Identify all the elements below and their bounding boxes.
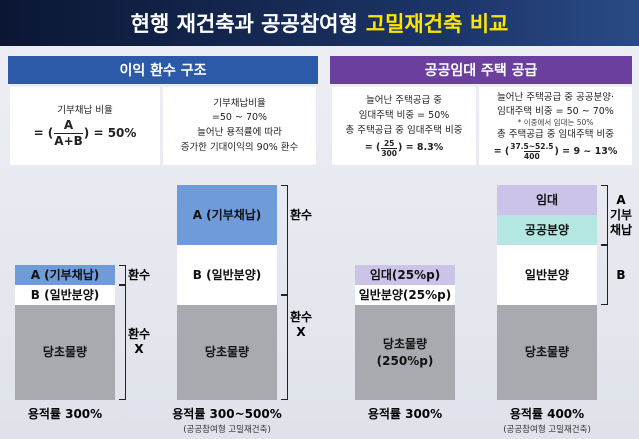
label-line: 환수: [127, 327, 151, 341]
label-line: 당초물량: [524, 345, 570, 360]
info-box: 늘어난 주택공급 중 임대주택 비중 = 50% 총 주택공급 중 임대주택 비…: [332, 87, 476, 165]
label-line: 채납: [609, 222, 633, 237]
numerator: 25: [383, 138, 395, 148]
stack-block: 당초물량: [497, 305, 597, 400]
denominator: 400: [524, 150, 540, 161]
box-line: 늘어난 주택공급 중 공공분양·: [497, 92, 614, 104]
panel-header: 이익 환수 구조: [8, 56, 318, 84]
label-line: B: [616, 267, 626, 282]
label-line: 일반분양(25%p): [358, 287, 452, 302]
bracket: [601, 185, 608, 245]
bracket-label: A 기부 채납: [609, 190, 633, 240]
bracket: [119, 265, 126, 285]
bracket-label: 환수: [127, 250, 151, 300]
denominator: A+B: [54, 132, 83, 148]
formula-suffix: ) = 50%: [83, 126, 137, 141]
label-line: B (일반분양): [192, 267, 262, 282]
box-line: =50 ~ 70%: [211, 112, 268, 124]
stack-block: A (기부채납): [177, 185, 277, 245]
box-line: 기부채납 비율: [57, 104, 113, 116]
denominator: 300: [381, 147, 397, 158]
formula: = ( A A+B ) = 50%: [34, 118, 137, 148]
box-line: 총 주택공급 중 임대주택 비중: [497, 129, 614, 141]
box-line: 늘어난 용적률에 따라: [197, 127, 282, 138]
label-line: (250%p): [376, 353, 434, 368]
label-line: 환수: [289, 310, 313, 324]
box-note: * 이중에서 임대는 50%: [517, 117, 594, 127]
label-line: X: [134, 342, 144, 356]
box-line: 늘어난 주택공급 중: [366, 95, 442, 107]
label-line: X: [296, 325, 306, 339]
label-line: 당초물량: [204, 345, 250, 360]
numerator: A: [63, 118, 74, 133]
box-line: 임대주택 비중 = 50%: [358, 110, 450, 122]
formula: = ( 37.5~52.5 400 ) = 9 ~ 13%: [494, 142, 618, 161]
label-line: 당초물량: [42, 345, 88, 360]
label-line: A (기부채납): [192, 207, 262, 222]
label-line: B (일반분양): [30, 287, 100, 302]
formula-prefix: = (: [33, 126, 54, 141]
formula-prefix: = (: [364, 141, 381, 153]
title: 현행 재건축과 공공참여형: [130, 12, 358, 36]
fraction: 25 300: [381, 139, 397, 158]
stack-block: A (기부채납): [15, 265, 115, 285]
bracket-label: 환수: [289, 190, 313, 240]
bracket-label: 환수 X: [127, 317, 151, 367]
caption: 용적률 300%: [27, 407, 103, 421]
box-line: 임대주택 비중 = 50 ~ 70%: [497, 105, 614, 117]
label-line: 임대: [535, 192, 559, 207]
title-highlight: 고밀재건축 비교: [365, 12, 509, 36]
stack-block: 당초물량 (250%p): [355, 305, 455, 400]
title-bar: 현행 재건축과 공공참여형 고밀재건축 비교: [0, 0, 639, 46]
stack-block: 당초물량: [15, 305, 115, 400]
caption-note: (공공참여형 고밀재건축): [503, 425, 591, 435]
stack-block: B (일반분양): [177, 245, 277, 305]
caption: 용적률 400%: [509, 407, 585, 421]
label-line: 환수: [127, 267, 151, 282]
stack-block: B (일반분양): [15, 285, 115, 305]
label-line: 기부: [609, 207, 633, 222]
label-line: A: [616, 192, 626, 207]
fraction: A A+B: [54, 118, 83, 148]
box-line: 증가한 기대이익의 90% 환수: [180, 141, 299, 153]
fraction: 37.5~52.5 400: [510, 142, 553, 161]
box-line: 총 주택공급 중 임대주택 비중: [345, 124, 463, 136]
label-line: 일반분양: [524, 267, 570, 282]
caption: 용적률 300~500%: [172, 407, 282, 421]
info-box: 늘어난 주택공급 중 공공분양· 임대주택 비중 = 50 ~ 70% * 이중…: [479, 87, 632, 165]
label-line: 환수: [289, 207, 313, 222]
caption-note: (공공참여형 고밀재건축): [183, 425, 271, 435]
stack-block: 당초물량: [177, 305, 277, 400]
formula-suffix: ) = 8.3%: [398, 141, 444, 153]
panel-header: 공공임대 주택 공급: [330, 56, 632, 84]
caption: 용적률 300%: [367, 407, 443, 421]
bracket-label: 환수 X: [289, 300, 313, 350]
stack-block: 일반분양: [497, 245, 597, 305]
formula: = ( 25 300 ) = 8.3%: [365, 139, 444, 158]
label-line: 공공분양: [524, 222, 570, 237]
stack-block: 임대(25%p): [355, 265, 455, 285]
label-line: 당초물량: [382, 336, 428, 351]
bracket: [601, 245, 608, 305]
stack-block: 임대: [497, 185, 597, 215]
stack-block: 공공분양: [497, 215, 597, 245]
bracket: [281, 295, 288, 400]
bracket: [119, 285, 126, 400]
info-box: 기부채납비율 =50 ~ 70% 늘어난 용적률에 따라 증가한 기대이익의 9…: [163, 87, 316, 165]
formula-prefix: = (: [493, 145, 510, 157]
label-line: 임대(25%p): [369, 267, 441, 282]
info-box: 기부채납 비율 = ( A A+B ) = 50%: [10, 87, 160, 165]
stack-block: 일반분양(25%p): [355, 285, 455, 305]
bracket: [281, 185, 288, 295]
numerator: 37.5~52.5: [510, 141, 554, 151]
box-line: 기부채납비율: [213, 97, 266, 109]
formula-suffix: ) = 9 ~ 13%: [554, 145, 618, 157]
bracket-label: B: [609, 250, 633, 300]
label-line: A (기부채납): [30, 267, 100, 282]
